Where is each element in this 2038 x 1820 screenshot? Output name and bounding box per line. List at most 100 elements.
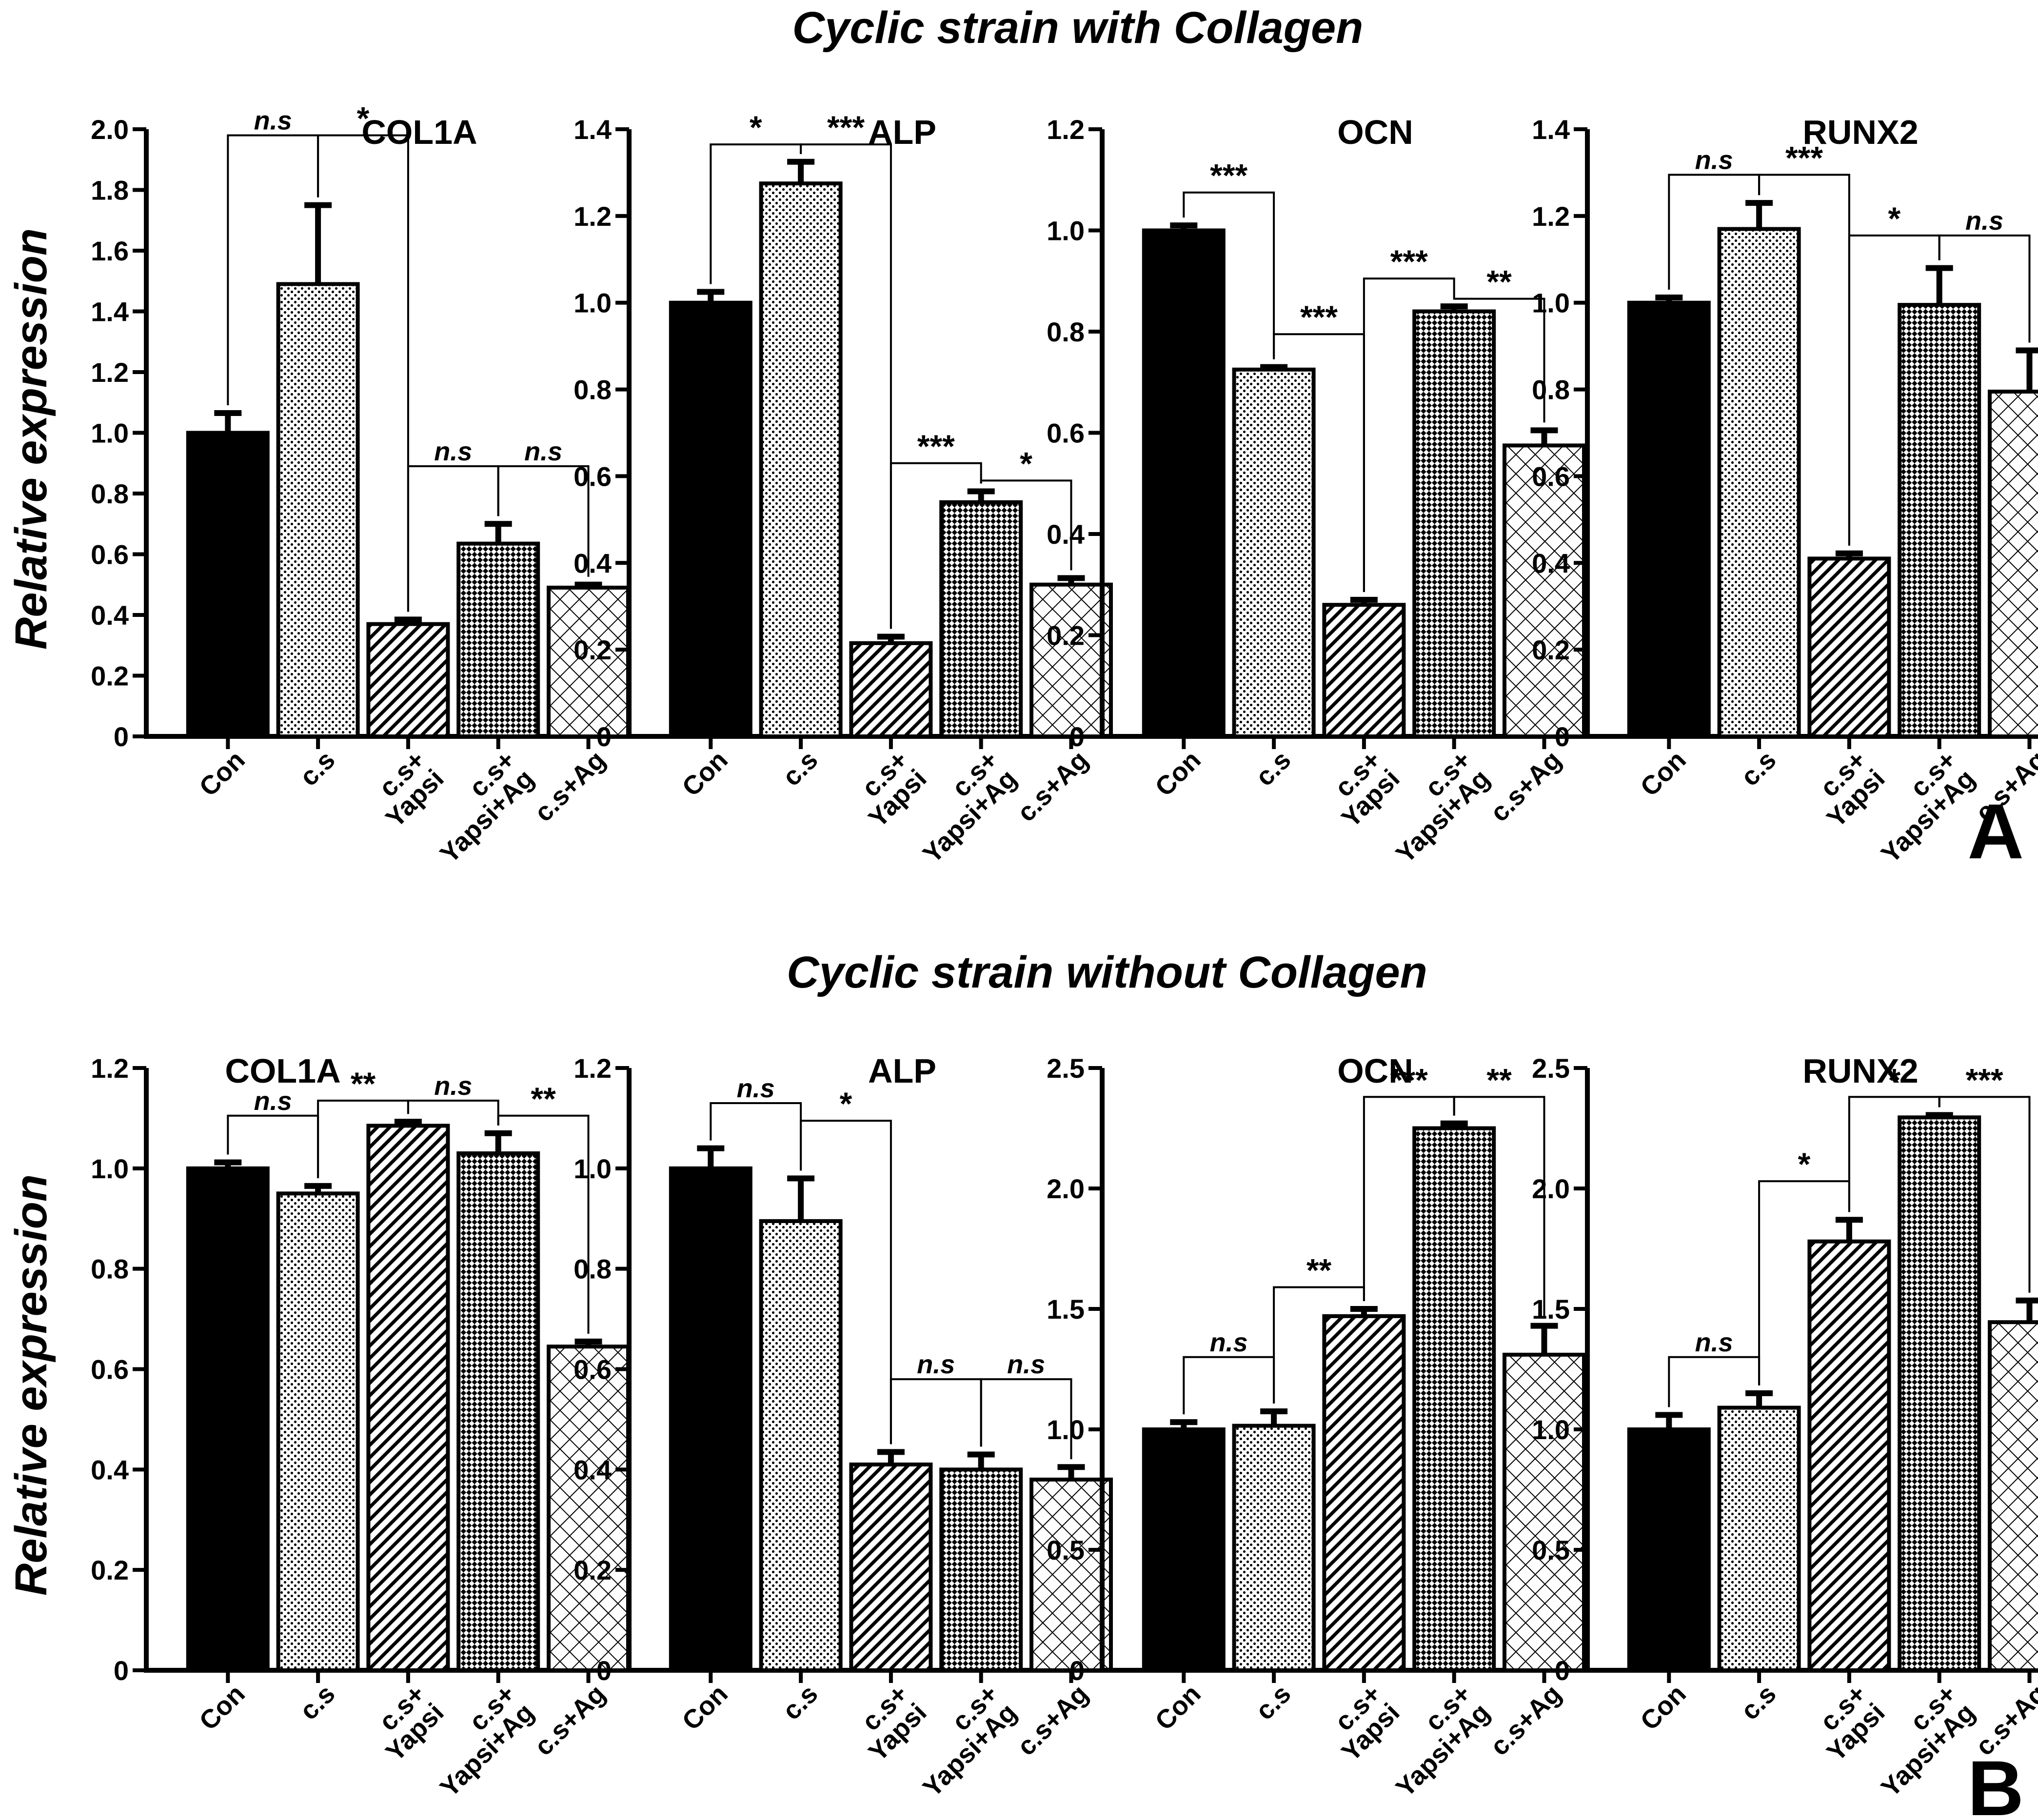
category-label: c.s+Yapsi [1317, 1679, 1405, 1767]
significance-label: n.s [434, 437, 472, 466]
category-label: c.s+Yapsi+Ag [1857, 745, 1981, 869]
bar-cs [1232, 1424, 1316, 1673]
category-label-line: c.s+Ag [1484, 1679, 1567, 1761]
category-label: c.s+Ag [1011, 745, 1094, 828]
category-label: c.s [1735, 1679, 1782, 1726]
significance-label: *** [1210, 158, 1247, 194]
bar-con [1142, 1427, 1226, 1672]
significance-bracket [800, 1120, 892, 1444]
y-tick-label: 0.2 [91, 1555, 129, 1585]
category-label-line: c.s [777, 1679, 824, 1726]
bar-cs-ag [1029, 582, 1113, 738]
category-label-line: Con [676, 1679, 733, 1736]
y-tick-label: 0.4 [91, 600, 129, 631]
y-axis-label-b: Relative expression [6, 1174, 56, 1596]
category-label-line: Con [1149, 1679, 1207, 1736]
category-label: c.s+Yapsi [844, 745, 932, 833]
significance-label: * [1888, 1062, 1900, 1098]
y-tick-label: 1.0 [91, 418, 129, 449]
y-tick-label: 1.4 [1532, 114, 1570, 145]
significance-bracket [1938, 1096, 2031, 1293]
bar-cs-ag [1029, 1477, 1113, 1673]
y-axis-label-a: Relative expression [6, 228, 56, 650]
y-tick-label: 0 [1555, 1655, 1570, 1686]
bar-cs-yapsi-ag [456, 541, 540, 739]
significance-bracket [1453, 1096, 1545, 1318]
significance-label: * [1888, 200, 1900, 237]
bar-cs-ag [1988, 390, 2038, 738]
y-tick-label: 0.8 [1532, 375, 1570, 405]
chart-title: COL1A [225, 1052, 340, 1090]
y-tick-label: 0.4 [91, 1454, 129, 1485]
panel-title-b: Cyclic strain without Collagen [787, 948, 1427, 997]
bar-con [669, 1166, 752, 1672]
y-tick-label: 0 [1555, 721, 1570, 752]
bar-cs-ag [547, 585, 630, 738]
significance-label: ** [1306, 1252, 1332, 1288]
bar-cs-yapsi-ag [1412, 309, 1496, 738]
panel-title-a: Cyclic strain with Collagen [792, 3, 1364, 53]
bar-cs [1717, 227, 1801, 738]
y-tick-label: 0.8 [574, 1254, 612, 1285]
significance-label: n.s [254, 106, 292, 135]
significance-label: n.s [1007, 1350, 1045, 1379]
category-label-line: c.s [777, 745, 824, 792]
category-label-line: c.s+Ag [1484, 745, 1567, 828]
significance-label: *** [917, 428, 955, 464]
category-label-line: c.s+Ag [529, 1679, 611, 1761]
bar-cs-yapsi-ag [1898, 303, 1981, 738]
significance-bracket [710, 1102, 802, 1171]
category-label: Con [1635, 1679, 1692, 1736]
bar-cs [759, 181, 843, 738]
y-tick-label: 1.2 [91, 357, 129, 388]
category-label-line: Con [194, 1679, 251, 1736]
category-label: Con [194, 745, 251, 802]
category-label: c.s+Yapsi [844, 1679, 932, 1767]
bar-cs-yapsi [849, 641, 933, 739]
y-tick-label: 0.6 [574, 461, 612, 492]
significance-label: n.s [254, 1087, 292, 1116]
category-label: c.s+Yapsi+Ag [899, 1679, 1023, 1803]
significance-label: * [750, 109, 762, 145]
category-label-line: Con [1635, 1679, 1692, 1736]
y-tick-label: 0.6 [91, 1354, 129, 1385]
y-tick-label: 0 [114, 721, 129, 752]
category-label: Con [1635, 745, 1692, 802]
bar-con [1627, 1427, 1711, 1672]
significance-label: n.s [1695, 145, 1733, 175]
significance-label: *** [1785, 139, 1823, 176]
y-tick-label: 1.0 [574, 1153, 612, 1184]
category-label: c.s+Yapsi [1802, 745, 1890, 833]
y-tick-label: 0.6 [574, 1354, 612, 1385]
significance-bracket [407, 1099, 499, 1126]
category-label: c.s [294, 745, 341, 792]
y-tick-label: 0 [1069, 1655, 1085, 1686]
significance-bracket [1938, 234, 2031, 343]
chart-title: OCN [1337, 113, 1413, 151]
bar-cs-yapsi [849, 1463, 933, 1673]
bar-con [186, 1166, 270, 1672]
significance-label: *** [1300, 299, 1338, 335]
y-tick-label: 0.8 [574, 375, 612, 405]
significance-label: *** [1966, 1062, 2003, 1098]
category-label-line: c.s [294, 745, 341, 792]
chart-title: RUNX2 [1802, 1052, 1918, 1090]
category-label: c.s+Ag [529, 745, 611, 828]
category-label: Con [1149, 745, 1207, 802]
chart-title: OCN [1337, 1052, 1413, 1090]
significance-label: n.s [1965, 206, 2003, 236]
y-tick-label: 0.2 [1047, 620, 1085, 651]
y-tick-label: 1.2 [1047, 114, 1085, 145]
category-label-line: Con [1635, 745, 1692, 802]
significance-bracket [800, 143, 892, 629]
bar-cs-yapsi [366, 1124, 450, 1673]
category-label: Con [676, 745, 733, 802]
bar-con [186, 431, 270, 738]
significance-bracket [1668, 1356, 1761, 1407]
category-label: c.s+Ag [529, 1679, 611, 1761]
y-tick-label: 0.2 [574, 634, 612, 665]
y-tick-label: 0.5 [1532, 1535, 1570, 1565]
y-tick-label: 0.5 [1047, 1535, 1085, 1565]
y-tick-label: 0 [1069, 721, 1085, 752]
category-label-line: c.s [1735, 1679, 1782, 1726]
